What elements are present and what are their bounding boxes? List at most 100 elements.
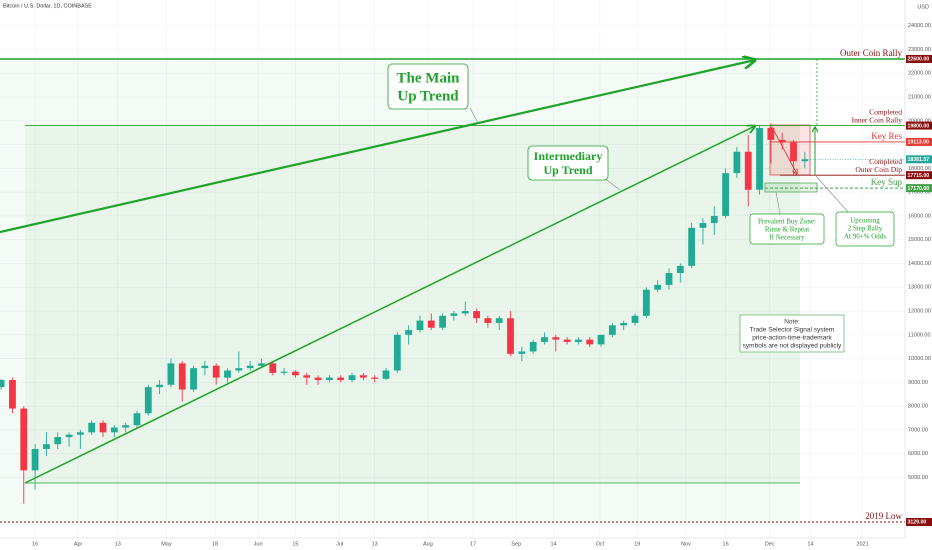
candle-body [722,173,729,216]
y-tick-label: 24000.00 [908,23,931,29]
callout-text: Upcoming [850,217,880,225]
note-box [739,314,845,353]
candle-body [280,371,288,373]
x-tick-label: 18 [212,541,218,547]
y-tick-label: 15000.00 [908,237,931,243]
callout-box [387,63,469,110]
y-tick-label: 10000.00 [908,356,931,362]
callout-text: The Main [397,70,461,86]
y-tick-label: 7000.00 [908,427,928,433]
price-badge [906,54,932,63]
candle-body [326,377,333,381]
candle-body [190,368,197,390]
level-note: Completed [869,157,902,166]
candle-body [778,139,786,143]
candle-body [43,444,50,449]
price-badge [906,517,932,526]
candle-body [292,371,299,376]
y-tick-label: 8000.00 [908,404,928,410]
resistance-box [769,124,811,176]
candle-body [756,127,763,190]
candle-body [20,408,28,471]
candle-body [178,363,186,390]
candle-body [473,311,480,319]
candle-body [710,215,718,224]
x-tick-label: 16 [723,541,729,547]
x-tick-label: 14 [807,541,813,547]
candle-body [541,337,548,342]
level-note: Inner Coin Rally [852,115,903,124]
candle-body [246,365,254,369]
y-tick-label: 6000.00 [908,451,928,457]
candle-body [133,413,141,426]
x-tick-label: Apr [74,541,83,547]
y-tick-label: 5000.00 [908,475,928,481]
price-badge-label: 19800.00 [908,123,930,129]
currency-label: USD [917,4,929,10]
price-badge-label: 3129.00 [908,520,927,526]
candle-body [552,337,560,340]
candle-body [699,223,707,228]
x-tick-label: 19 [634,541,640,547]
candle-body [212,365,220,378]
price-badge-label: 22600.00 [908,57,930,63]
candle-body [382,370,390,379]
callout-box [749,213,825,245]
y-tick-label: 11000.00 [908,332,931,338]
candle-body [0,380,5,388]
candle-body [416,320,424,331]
price-badge-label: 18381.57 [908,157,930,163]
callout-text: At 90+% Odds [844,233,886,241]
axes: 5000.00 6000.00 7000.00 8000.00 9000.00 10000… [32,23,932,547]
candle-body [597,334,605,345]
candle-body [348,375,356,381]
x-tick-label: Aug [423,541,433,547]
candles [0,123,809,504]
price-badge-label: 17715.00 [908,173,930,179]
x-tick-label: 17 [470,541,476,547]
note-text: symbols are not displayed publicly [743,343,842,350]
price-axis [905,0,932,550]
dip-arrow [771,126,797,174]
x-tick-label: 16 [32,541,38,547]
price-badge [906,121,932,130]
callout-text: If Necessary [769,234,805,242]
intermediary-trend-line [24,126,755,484]
callout-text: 2 Step Rally [848,225,883,233]
candle-body [427,320,435,328]
x-tick-label: Sep [511,541,521,547]
level-note: Key Sup [871,177,903,187]
candle-body [790,142,797,162]
candle-body [405,330,413,335]
price-badge-label: 17170.00 [908,186,930,192]
candle-body [518,351,526,354]
chart-title: Bitcoin / U.S. Dollar, 1D, COINBASE [3,3,92,9]
candle-body [9,380,16,409]
level-note: Completed [869,107,902,116]
candle-body [303,375,311,378]
x-tick-label: 13 [372,541,378,547]
connector [815,175,849,213]
y-tick-label: 17000.00 [908,190,931,196]
price-badge [906,171,932,180]
x-tick-label: Jul [336,541,343,547]
x-tick-label: Dec [765,541,775,547]
x-tick-label: 14 [550,541,556,547]
connector [469,107,479,124]
candle-body [665,273,673,285]
candle-body [767,127,775,140]
candle-body [122,425,130,428]
price-badge [906,184,932,193]
candle-body [156,384,164,388]
candle-body [99,422,107,433]
candle-body [359,375,367,378]
candle-body [371,377,379,379]
x-tick-label: Jun [254,541,263,547]
candle-body [631,315,639,323]
note-text: Note: [784,319,800,326]
candle-body [54,437,62,445]
callout-text: Rinse & Repeat [765,226,809,234]
candle-body [269,363,277,373]
callout-box [527,145,609,181]
x-tick-label: 15 [292,541,298,547]
